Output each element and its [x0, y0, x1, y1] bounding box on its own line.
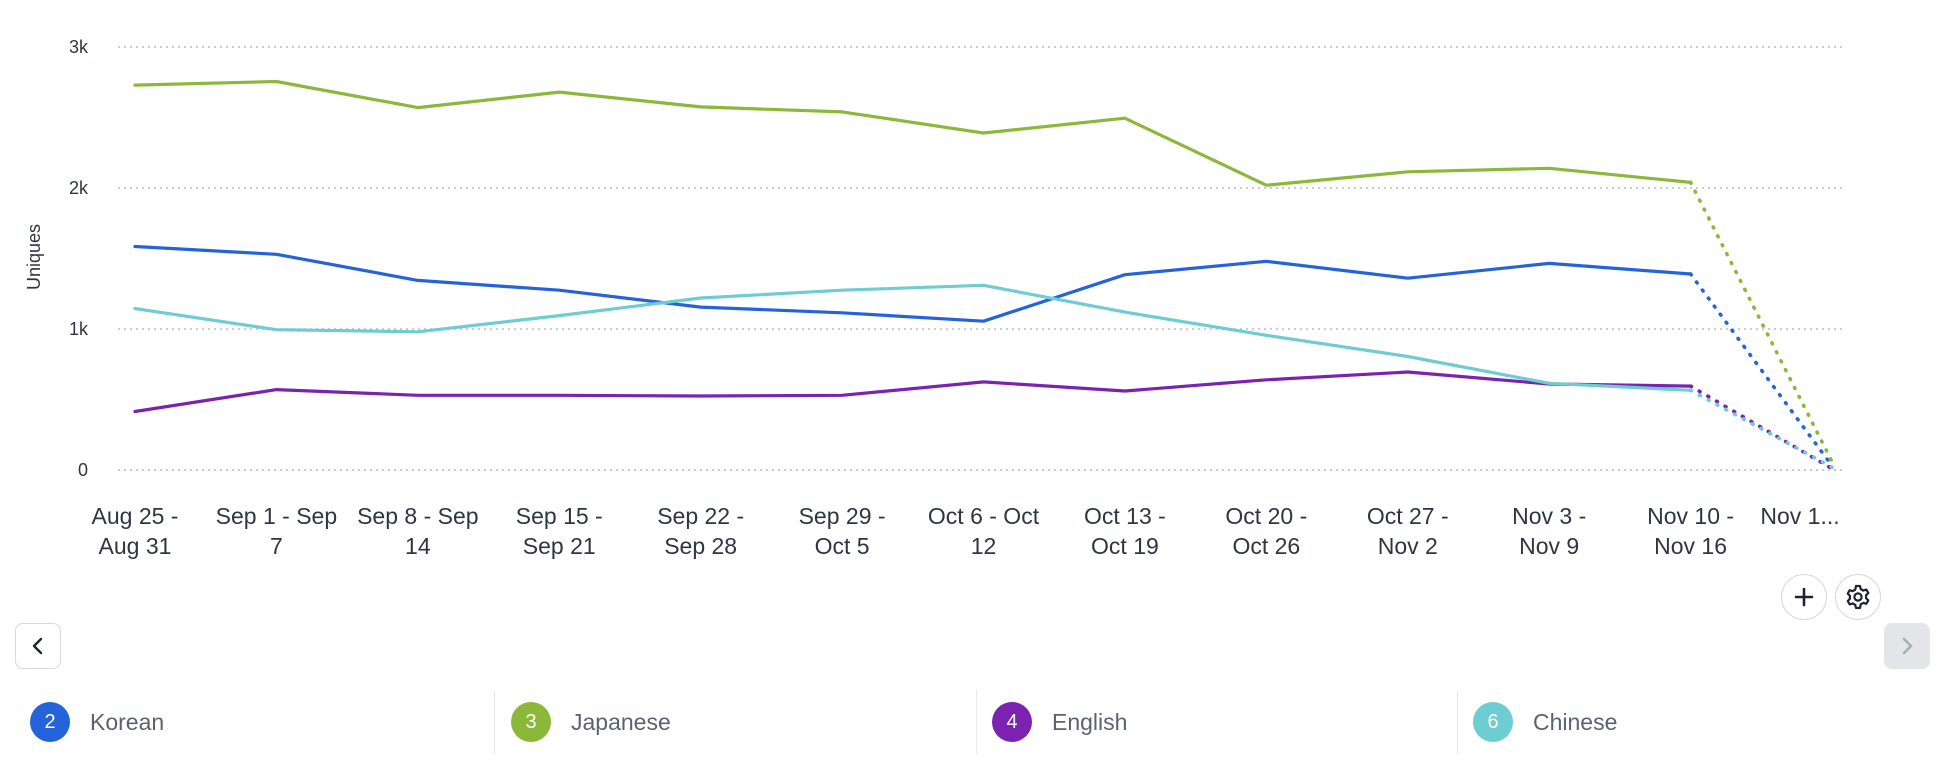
legend-label: English	[1052, 708, 1128, 735]
x-tick-line: Sep 15 -	[516, 503, 603, 529]
series-line-incomplete[interactable]	[1688, 388, 1834, 469]
y-axis-ticks: 0 1k 2k 3k	[69, 37, 89, 480]
x-tick-line: Oct 20 -	[1225, 503, 1307, 529]
y-axis-label: Uniques	[24, 224, 44, 290]
legend-badge: 3	[511, 702, 551, 742]
legend-label: Chinese	[1533, 708, 1618, 735]
add-button[interactable]	[1781, 574, 1827, 620]
x-tick-label: Oct 27 - Nov 2	[1367, 503, 1449, 559]
x-tick-line: Sep 1 - Sep	[216, 503, 337, 529]
x-tick-line: 12	[971, 533, 997, 559]
x-tick-line: Nov 3 -	[1512, 503, 1586, 529]
y-tick-label: 2k	[69, 178, 89, 198]
x-tick-line: Sep 28	[664, 533, 737, 559]
series-line-incomplete[interactable]	[1688, 272, 1834, 468]
x-tick-line: Oct 19	[1091, 533, 1159, 559]
x-tick-label: Nov 3 - Nov 9	[1512, 503, 1586, 559]
x-tick-line: Sep 21	[523, 533, 596, 559]
series-japanese[interactable]	[133, 79, 1834, 464]
legend-badge: 4	[992, 702, 1032, 742]
x-tick-label: Aug 25 - Aug 31	[92, 503, 179, 559]
series-line[interactable]	[133, 244, 1693, 323]
series-line[interactable]	[133, 370, 1693, 414]
x-tick-label: Oct 20 - Oct 26	[1225, 503, 1307, 559]
grid-lines	[118, 46, 1843, 471]
line-chart: 0 1k 2k 3k Uniques Aug 25 - Aug 31 Sep 1 - Se…	[24, 37, 1843, 559]
x-tick-label: Nov 1...	[1760, 503, 1839, 529]
series-korean[interactable]	[133, 244, 1834, 468]
chevron-left-icon	[32, 637, 43, 655]
x-tick-line: Oct 13 -	[1084, 503, 1166, 529]
x-tick-label: Sep 8 - Sep 14	[357, 503, 478, 559]
gear-icon	[1846, 584, 1870, 610]
x-tick-line: 14	[405, 533, 431, 559]
x-tick-line: Oct 26	[1232, 533, 1300, 559]
series-english[interactable]	[133, 370, 1834, 471]
y-tick-label: 0	[78, 460, 88, 480]
legend-item-korean[interactable]: 2 Korean	[30, 690, 164, 754]
legend: 2 Korean 3 Japanese 4 English 6 Chinese	[0, 690, 1946, 754]
y-tick-label: 1k	[69, 319, 89, 339]
x-tick-line: Nov 16	[1654, 533, 1727, 559]
series-line[interactable]	[133, 79, 1693, 187]
legend-item-japanese[interactable]: 3 Japanese	[511, 690, 671, 754]
next-page-button[interactable]	[1884, 623, 1930, 669]
series-line-incomplete[interactable]	[1688, 180, 1834, 464]
x-tick-line: Sep 8 - Sep	[357, 503, 478, 529]
x-tick-label: Sep 15 - Sep 21	[516, 503, 603, 559]
x-tick-label: Sep 29 - Oct 5	[799, 503, 886, 559]
legend-badge: 2	[30, 702, 70, 742]
x-tick-line: Oct 6 - Oct	[928, 503, 1040, 529]
legend-badge: 6	[1473, 702, 1513, 742]
series-line[interactable]	[133, 283, 1693, 392]
series-lines[interactable]	[133, 79, 1834, 471]
x-tick-line: Nov 10 -	[1647, 503, 1734, 529]
previous-page-button[interactable]	[15, 623, 61, 669]
legend-divider	[494, 690, 495, 754]
x-tick-line: Nov 1...	[1760, 503, 1839, 529]
x-tick-line: Nov 9	[1519, 533, 1579, 559]
x-tick-line: Nov 2	[1378, 533, 1438, 559]
x-tick-line: 7	[270, 533, 283, 559]
x-tick-line: Aug 25 -	[92, 503, 179, 529]
settings-button[interactable]	[1835, 574, 1881, 620]
legend-item-chinese[interactable]: 6 Chinese	[1473, 690, 1617, 754]
legend-item-english[interactable]: 4 English	[992, 690, 1127, 754]
legend-divider	[1457, 690, 1458, 754]
x-tick-line: Sep 29 -	[799, 503, 886, 529]
x-tick-label: Oct 13 - Oct 19	[1084, 503, 1166, 559]
x-tick-line: Oct 27 -	[1367, 503, 1449, 529]
x-tick-label: Oct 6 - Oct 12	[928, 503, 1040, 559]
plus-icon	[1794, 587, 1814, 607]
y-tick-label: 3k	[69, 37, 89, 57]
series-chinese[interactable]	[133, 283, 1834, 469]
chevron-right-icon	[1902, 637, 1913, 655]
x-tick-line: Sep 22 -	[657, 503, 744, 529]
legend-label: Korean	[90, 708, 165, 735]
x-tick-label: Nov 10 - Nov 16	[1647, 503, 1734, 559]
x-tick-line: Aug 31	[99, 533, 172, 559]
x-tick-label: Sep 22 - Sep 28	[657, 503, 744, 559]
x-tick-line: Oct 5	[815, 533, 870, 559]
legend-label: Japanese	[571, 708, 671, 735]
x-tick-label: Sep 1 - Sep 7	[216, 503, 337, 559]
legend-divider	[976, 690, 977, 754]
